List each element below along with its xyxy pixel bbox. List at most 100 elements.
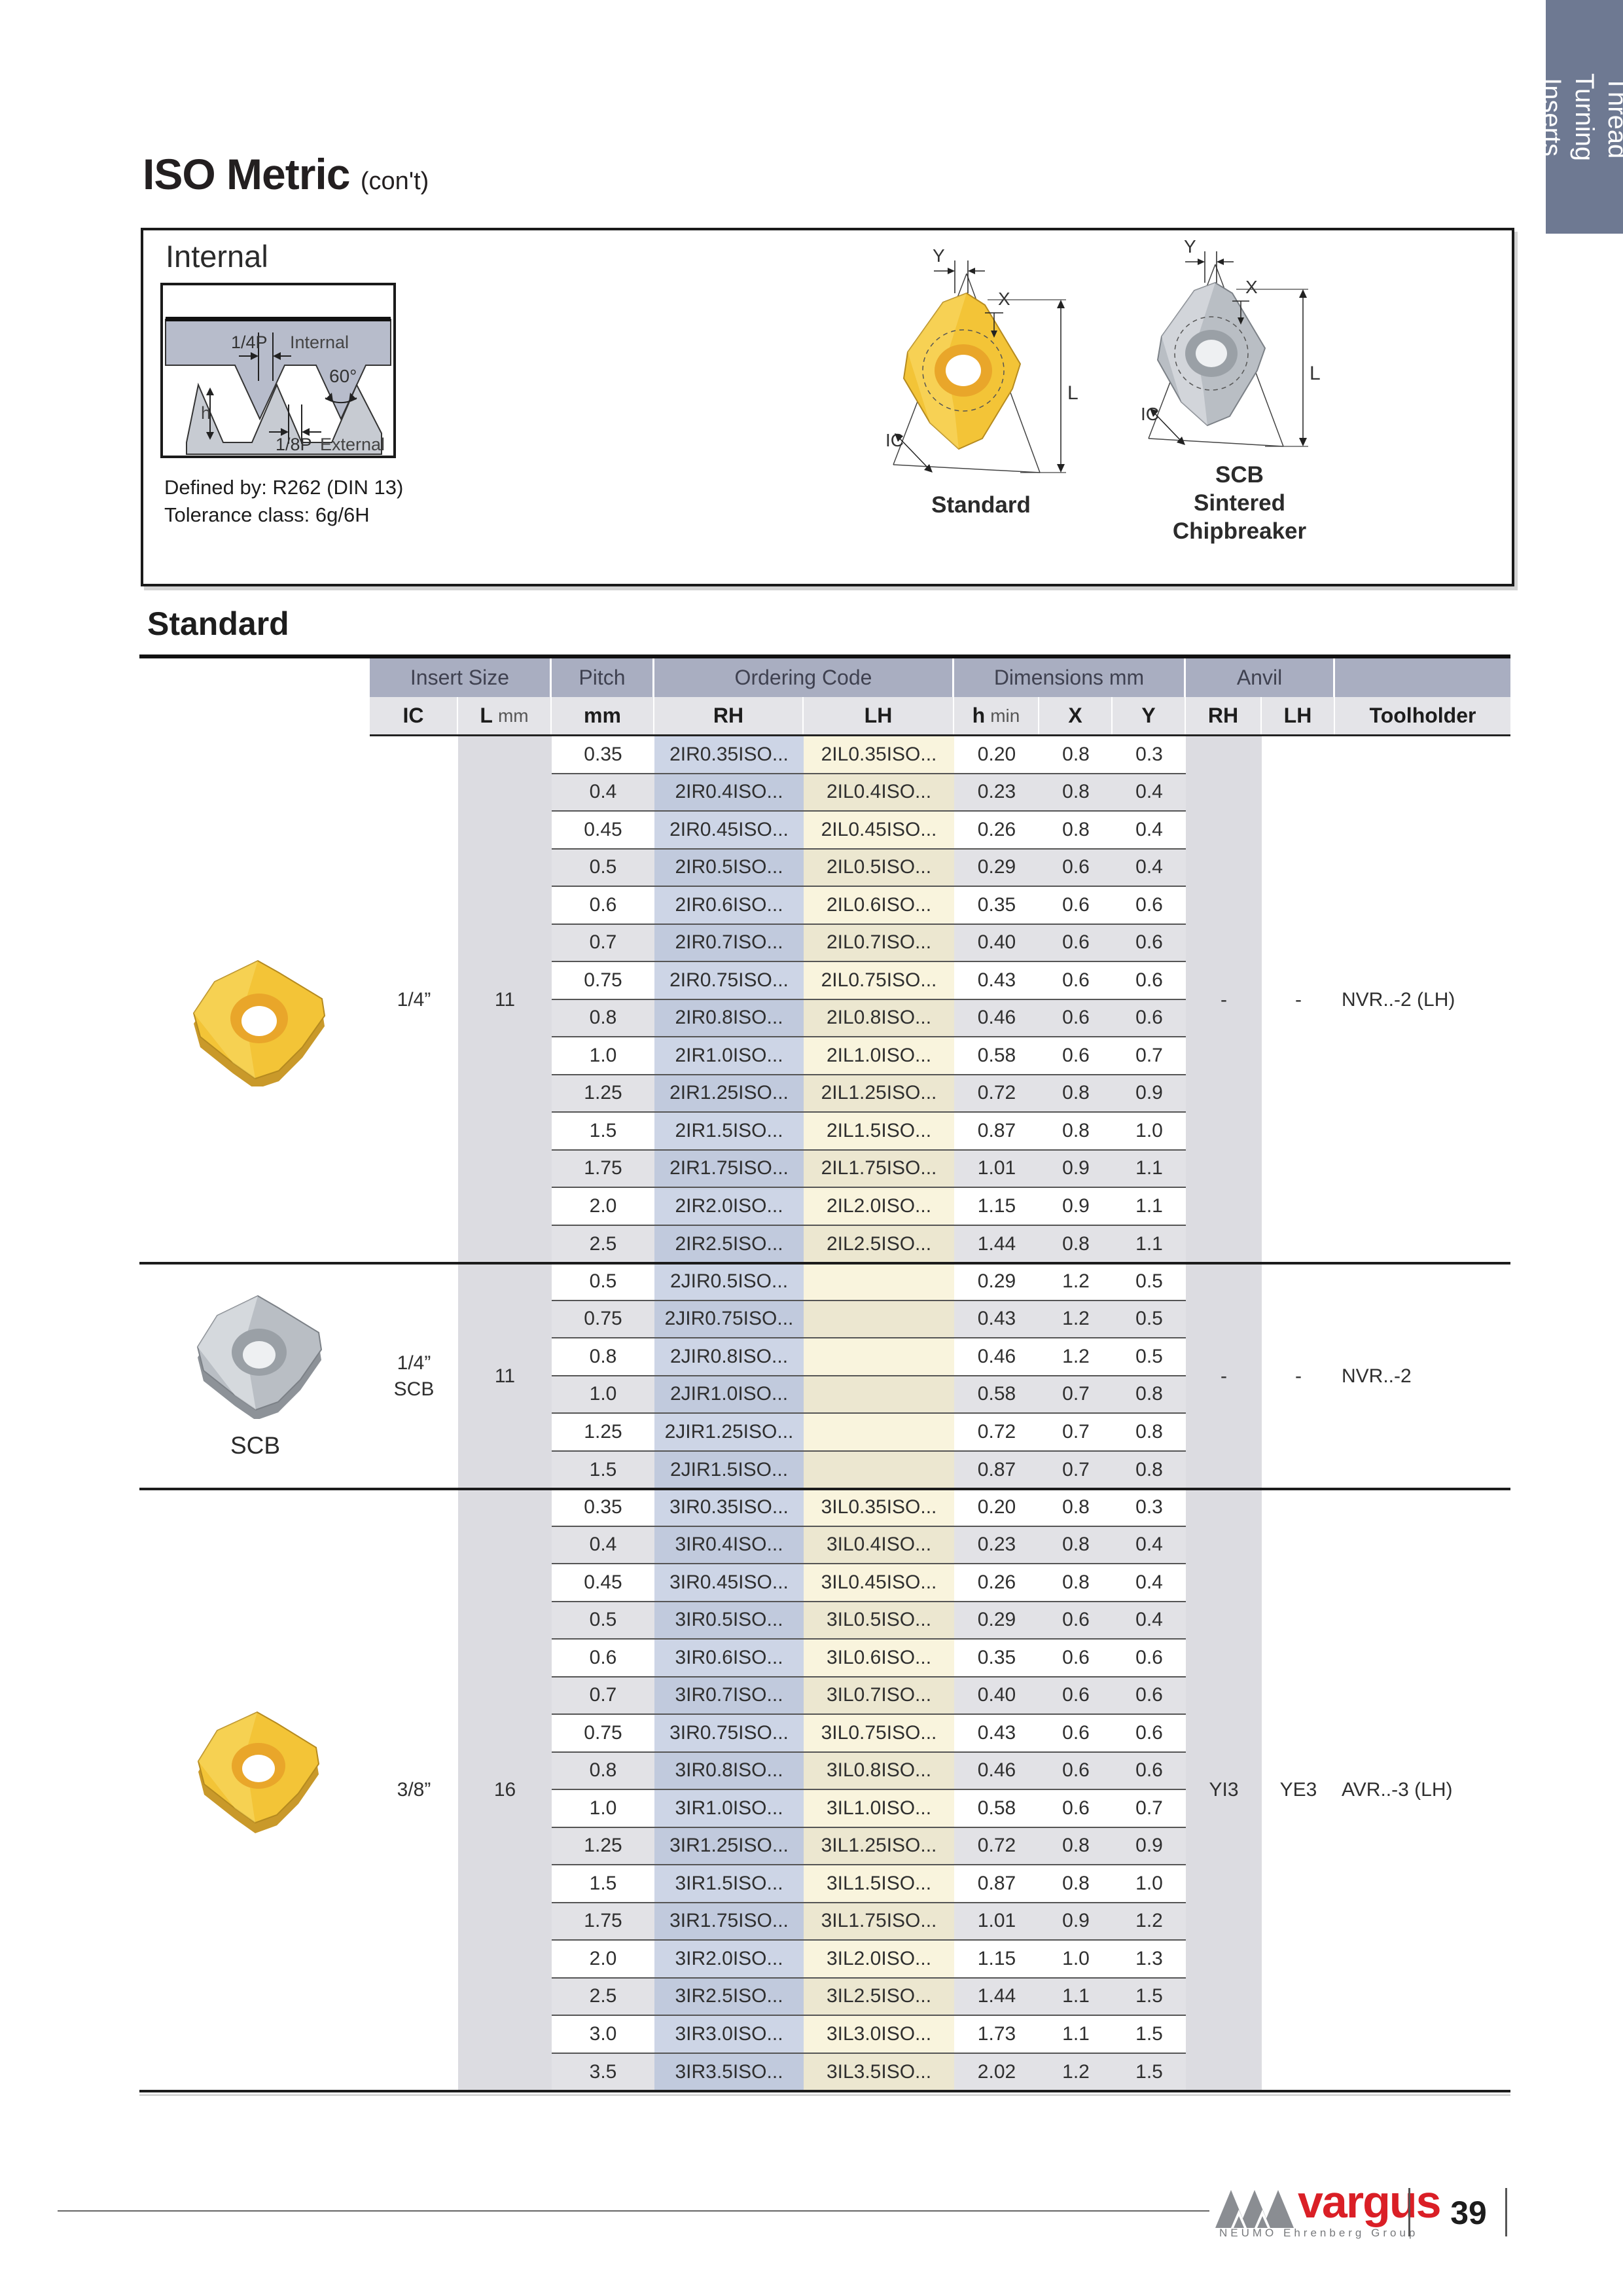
row-rh: 3IR0.35ISO...	[654, 1489, 804, 1527]
row-lh: 2IL0.75ISO...	[804, 962, 954, 1000]
row-h: 0.72	[954, 1075, 1039, 1113]
row-h: 1.44	[954, 1978, 1039, 2016]
row-x: 0.7	[1039, 1376, 1113, 1414]
row-y: 1.1	[1113, 1150, 1186, 1188]
row-h: 0.20	[954, 736, 1039, 774]
group-l: 11	[458, 1263, 552, 1489]
row-x: 0.6	[1039, 1640, 1113, 1677]
dim-ic-label-scb: IC	[1141, 404, 1159, 424]
row-y: 0.4	[1113, 812, 1186, 850]
row-pitch: 3.5	[552, 2053, 654, 2091]
row-pitch: 0.75	[552, 1715, 654, 1753]
row-h: 0.35	[954, 887, 1039, 925]
row-x: 1.0	[1039, 1941, 1113, 1979]
row-x: 1.2	[1039, 2053, 1113, 2091]
row-rh: 2IR2.0ISO...	[654, 1188, 804, 1226]
row-x: 1.2	[1039, 1338, 1113, 1376]
row-rh: 2IR0.6ISO...	[654, 887, 804, 925]
row-y: 0.6	[1113, 1752, 1186, 1790]
label-h: h	[201, 403, 211, 423]
row-pitch: 0.75	[552, 962, 654, 1000]
row-x: 0.8	[1039, 1564, 1113, 1602]
row-rh: 2IR0.75ISO...	[654, 962, 804, 1000]
row-h: 0.23	[954, 1526, 1039, 1564]
row-rh: 2IR2.5ISO...	[654, 1225, 804, 1263]
scb-drawing-caption: SCB Sintered Chipbreaker	[1172, 462, 1307, 544]
row-rh: 3IR0.7ISO...	[654, 1677, 804, 1715]
label-internal: Internal	[290, 332, 349, 352]
row-lh: 2IL1.75ISO...	[804, 1150, 954, 1188]
row-lh	[804, 1263, 954, 1301]
header-ordering-code: Ordering Code	[654, 658, 954, 697]
row-h: 0.29	[954, 1263, 1039, 1301]
row-y: 0.4	[1113, 849, 1186, 887]
row-pitch: 1.0	[552, 1037, 654, 1075]
row-h: 1.01	[954, 1150, 1039, 1188]
row-x: 0.8	[1039, 736, 1113, 774]
row-rh: 3IR1.25ISO...	[654, 1827, 804, 1865]
row-h: 0.87	[954, 1451, 1039, 1489]
row-lh: 3IL0.45ISO...	[804, 1564, 954, 1602]
row-x: 1.2	[1039, 1300, 1113, 1338]
page-number: 39	[1450, 2195, 1487, 2231]
dim-y-label: Y	[933, 245, 945, 266]
row-pitch: 0.4	[552, 1526, 654, 1564]
subheader-x: X	[1039, 697, 1113, 734]
subheader-hmin: h min	[954, 697, 1039, 734]
header-pitch: Pitch	[552, 658, 654, 697]
group-toolholder: AVR..-3 (LH)	[1335, 1489, 1510, 2091]
row-y: 1.1	[1113, 1188, 1186, 1226]
row-y: 0.8	[1113, 1451, 1186, 1489]
footer-divider-left	[1408, 2188, 1410, 2236]
table-top-rule	[139, 655, 1510, 658]
row-y: 0.4	[1113, 1564, 1186, 1602]
row-h: 0.58	[954, 1037, 1039, 1075]
row-pitch: 0.8	[552, 1338, 654, 1376]
row-h: 0.87	[954, 1113, 1039, 1151]
row-h: 0.26	[954, 1564, 1039, 1602]
row-y: 0.4	[1113, 1526, 1186, 1564]
row-y: 1.5	[1113, 2053, 1186, 2091]
row-lh	[804, 1376, 954, 1414]
row-pitch: 1.0	[552, 1790, 654, 1828]
row-rh: 2JIR0.8ISO...	[654, 1338, 804, 1376]
header-anvil: Anvil	[1186, 658, 1335, 697]
row-lh: 3IL0.35ISO...	[804, 1489, 954, 1527]
subheader-ic: IC	[370, 697, 458, 734]
row-y: 1.1	[1113, 1225, 1186, 1263]
subheader-toolholder: Toolholder	[1335, 697, 1510, 734]
row-x: 0.9	[1039, 1903, 1113, 1941]
table-group-2: 1/4” SCB 11- - NVR..-2 0.5 2JIR0.5ISO... 0.29 1…	[370, 1263, 1510, 1489]
chapter-tab-label: Thread Turning Inserts	[1537, 73, 1623, 161]
group-ic: 1/4”	[370, 736, 458, 1263]
row-lh: 2IL0.45ISO...	[804, 812, 954, 850]
row-y: 1.5	[1113, 2016, 1186, 2054]
row-pitch: 0.6	[552, 1640, 654, 1677]
row-h: 0.35	[954, 1640, 1039, 1677]
row-x: 0.8	[1039, 1225, 1113, 1263]
page-title-suffix: (con't)	[360, 168, 429, 195]
header-dimensions: Dimensions mm	[954, 658, 1186, 697]
row-x: 0.6	[1039, 962, 1113, 1000]
group-anvil-lh: YE3	[1262, 1489, 1335, 2091]
row-rh: 2IR1.5ISO...	[654, 1113, 804, 1151]
row-pitch: 0.45	[552, 812, 654, 850]
row-x: 0.8	[1039, 1865, 1113, 1903]
row-lh: 2IL0.4ISO...	[804, 774, 954, 812]
row-h: 0.72	[954, 1827, 1039, 1865]
row-x: 0.8	[1039, 774, 1113, 812]
row-pitch: 0.75	[552, 1300, 654, 1338]
dim-x-label-scb: X	[1245, 277, 1258, 297]
row-h: 0.23	[954, 774, 1039, 812]
row-pitch: 0.7	[552, 924, 654, 962]
row-x: 0.6	[1039, 1715, 1113, 1753]
row-pitch: 0.5	[552, 849, 654, 887]
row-x: 0.8	[1039, 1827, 1113, 1865]
row-y: 0.4	[1113, 774, 1186, 812]
row-rh: 3IR1.75ISO...	[654, 1903, 804, 1941]
row-y: 0.5	[1113, 1300, 1186, 1338]
row-x: 0.6	[1039, 924, 1113, 962]
row-rh: 3IR2.5ISO...	[654, 1978, 804, 2016]
row-lh: 2IL0.6ISO...	[804, 887, 954, 925]
